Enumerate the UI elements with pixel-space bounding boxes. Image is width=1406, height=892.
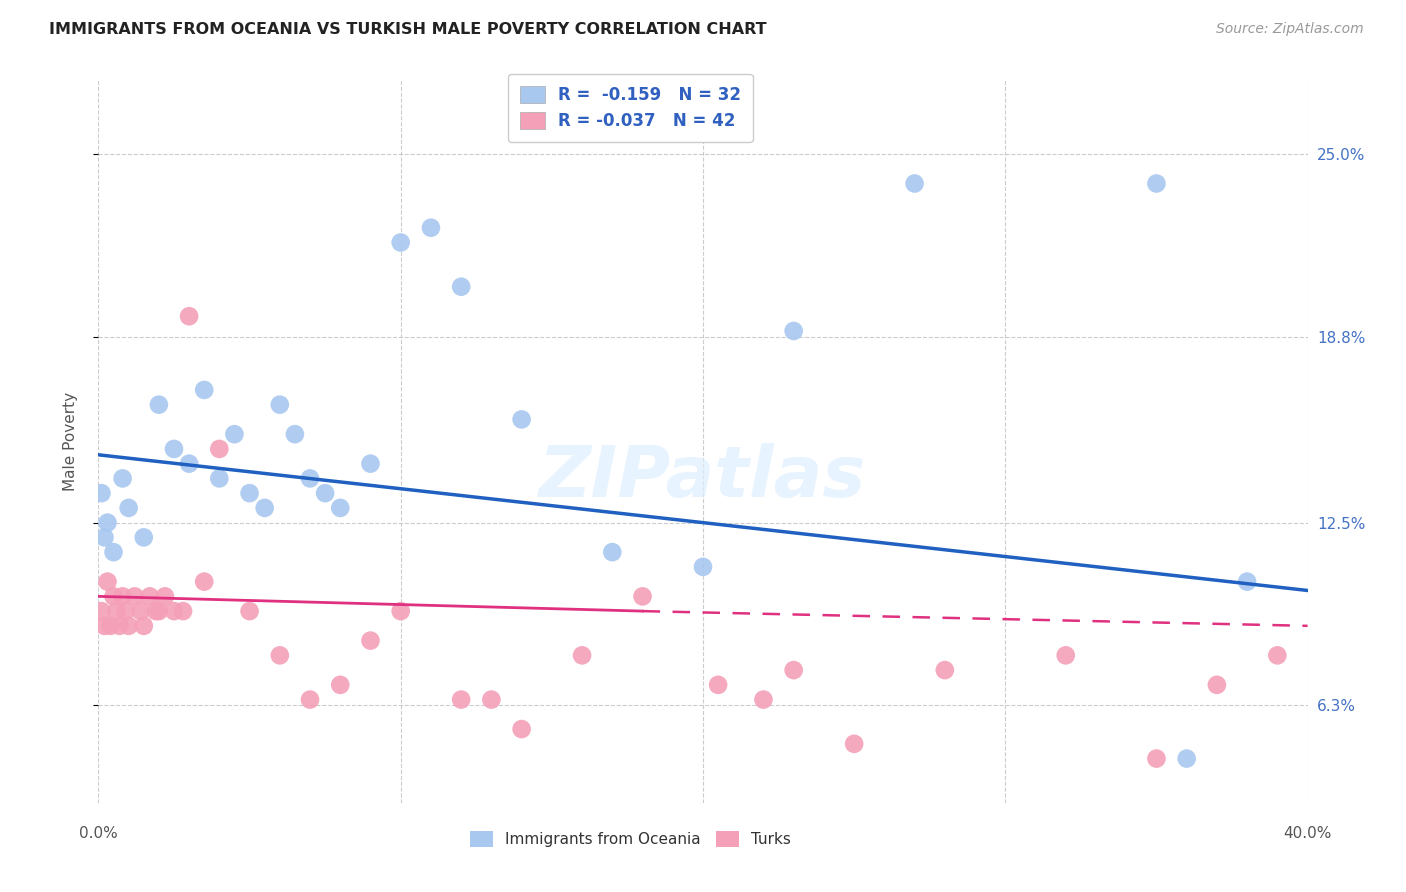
Point (1175, 751, 1198, 765)
Point (111, 471, 134, 485)
Point (118, 619, 141, 633)
Point (139, 590, 162, 604)
Point (510, 722, 533, 736)
Point (93, 530, 115, 544)
Point (571, 648, 593, 663)
Text: Source: ZipAtlas.com: Source: ZipAtlas.com (1216, 22, 1364, 37)
Point (153, 590, 176, 604)
Point (360, 457, 382, 471)
Point (163, 604, 186, 618)
Point (299, 471, 322, 485)
Point (360, 633, 382, 648)
Point (193, 383, 215, 397)
Point (172, 604, 194, 618)
Point (934, 663, 956, 677)
Point (389, 604, 412, 618)
Point (114, 604, 136, 618)
Point (208, 471, 231, 485)
Point (269, 398, 291, 412)
Point (93, 619, 115, 633)
Legend: Immigrants from Oceania, Turks: Immigrants from Oceania, Turks (464, 825, 797, 853)
Point (1146, 177, 1168, 191)
Text: IMMIGRANTS FROM OCEANIA VS TURKISH MALE POVERTY CORRELATION CHART: IMMIGRANTS FROM OCEANIA VS TURKISH MALE … (49, 22, 766, 37)
Point (329, 500, 352, 515)
Point (96, 574, 118, 589)
Point (844, 737, 866, 751)
Y-axis label: Male Poverty: Male Poverty (63, 392, 77, 491)
Point (1054, 648, 1077, 663)
Point (100, 619, 122, 633)
Point (103, 545, 125, 559)
Point (1146, 751, 1168, 765)
Point (239, 486, 262, 500)
Point (96, 516, 118, 530)
Point (450, 279, 472, 293)
Text: 40.0%: 40.0% (1284, 826, 1331, 841)
Point (148, 604, 170, 618)
Point (631, 590, 654, 604)
Point (420, 220, 443, 235)
Point (510, 412, 533, 426)
Point (329, 678, 352, 692)
Point (389, 235, 412, 250)
Point (118, 500, 141, 515)
Point (179, 457, 201, 471)
Point (163, 442, 186, 456)
Point (132, 530, 155, 544)
Point (1236, 574, 1258, 589)
Text: ZIPatlas: ZIPatlas (540, 443, 866, 512)
Point (239, 604, 262, 618)
Point (129, 604, 152, 618)
Point (314, 486, 336, 500)
Point (179, 309, 201, 323)
Point (707, 678, 730, 692)
Point (450, 692, 472, 706)
Point (105, 604, 128, 618)
Point (269, 648, 291, 663)
Point (145, 604, 167, 618)
Point (132, 619, 155, 633)
Point (124, 590, 146, 604)
Point (1267, 648, 1289, 663)
Point (108, 619, 131, 633)
Text: 0.0%: 0.0% (79, 826, 118, 841)
Point (208, 442, 231, 456)
Point (90, 486, 112, 500)
Point (752, 692, 775, 706)
Point (783, 324, 806, 338)
Point (253, 500, 276, 515)
Point (1206, 678, 1229, 692)
Point (90, 604, 112, 618)
Point (602, 545, 624, 559)
Point (193, 574, 215, 589)
Point (103, 590, 125, 604)
Point (111, 590, 134, 604)
Point (904, 177, 927, 191)
Point (481, 692, 503, 706)
Point (284, 427, 307, 442)
Point (783, 663, 806, 677)
Point (692, 560, 714, 574)
Point (224, 427, 246, 442)
Point (148, 398, 170, 412)
Point (299, 692, 322, 706)
